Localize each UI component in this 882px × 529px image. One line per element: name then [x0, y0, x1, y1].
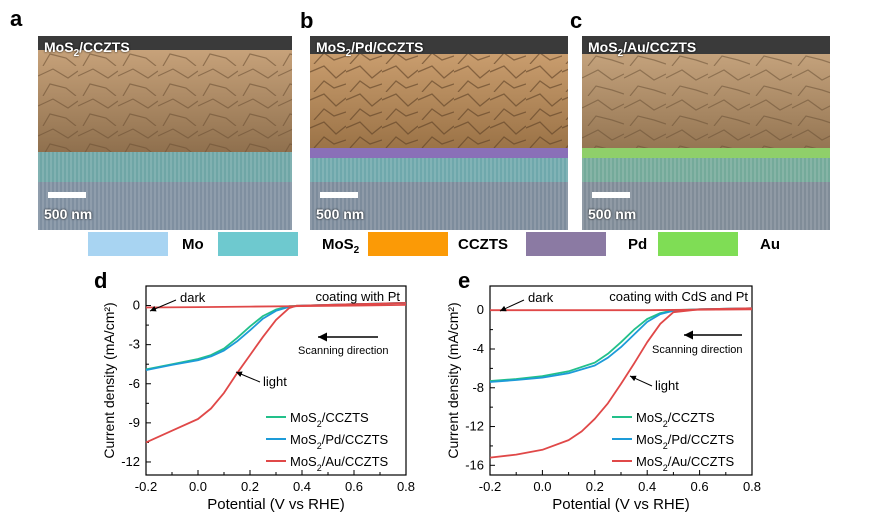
x-tick-label-d-2: 0.2	[241, 479, 259, 494]
legend-label-mo: Mo	[182, 236, 204, 253]
x-axis-label-e: Potential (V vs RHE)	[552, 496, 690, 513]
x-tick-label-d-4: 0.6	[345, 479, 363, 494]
legend-label-d-0: MoS2/CCZTS	[290, 410, 369, 429]
x-tick-label-d-5: 0.8	[397, 479, 415, 494]
legend-label-e-0: MoS2/CCZTS	[636, 410, 715, 429]
sem-image-a: MoS2/CCZTS 500 nm	[38, 36, 292, 230]
y-axis-label-e: Current density (mA/cm²)	[445, 302, 461, 458]
legend-swatch-mo	[88, 232, 168, 256]
legend-swatch-au	[658, 232, 738, 256]
sem-title-c: MoS2/Au/CCZTS	[588, 39, 697, 59]
dark-label-d: dark	[180, 290, 206, 305]
sem-layers-a	[38, 36, 292, 230]
y-tick-label-e-3: -12	[465, 419, 484, 434]
x-axis-label-d: Potential (V vs RHE)	[207, 496, 345, 513]
annotation-d: coating with Pt	[315, 289, 400, 304]
y-tick-label-d-3: -9	[128, 415, 140, 430]
scale-label-c: 500 nm	[588, 206, 637, 222]
sem-layers-b	[310, 36, 568, 230]
x-tick-label-e-1: 0.0	[533, 479, 551, 494]
dark-arrow-d	[149, 299, 177, 312]
legend-label-cczts: CCZTS	[458, 236, 508, 253]
x-tick-label-d-3: 0.4	[293, 479, 311, 494]
legend-label-mos2: MoS2	[322, 236, 360, 256]
y-axis-label-d: Current density (mA/cm²)	[101, 302, 117, 458]
sem-image-c: MoS2/Au/CCZTS 500 nm	[582, 36, 830, 230]
panel-letter-c: c	[570, 8, 583, 33]
scale-label-b: 500 nm	[316, 206, 365, 222]
x-tick-label-e-4: 0.6	[691, 479, 709, 494]
y-tick-label-d-2: -6	[128, 376, 140, 391]
legend-label-e-2: MoS2/Au/CCZTS	[636, 454, 735, 473]
scale-label-a: 500 nm	[44, 206, 93, 222]
scale-bar-b	[320, 192, 358, 198]
light-label-e: light	[655, 378, 679, 393]
y-tick-label-e-2: -8	[472, 380, 484, 395]
legend-swatch-cczts	[368, 232, 448, 256]
legend-label-pd: Pd	[628, 236, 648, 253]
legend-label-e-1: MoS2/Pd/CCZTS	[636, 432, 735, 451]
legend-swatch-mos2	[218, 232, 298, 256]
legend-swatch-pd	[526, 232, 606, 256]
x-tick-label-e-0: -0.2	[479, 479, 501, 494]
y-tick-label-e-1: -4	[472, 341, 484, 356]
x-tick-label-e-3: 0.4	[638, 479, 656, 494]
series-line-d-2	[145, 302, 407, 444]
scale-bar-a	[48, 192, 86, 198]
x-tick-label-d-0: -0.2	[135, 479, 157, 494]
layer-legend: Mo MoS2 CCZTS Pd Au	[0, 232, 882, 258]
panel-letter-d: d	[94, 268, 108, 293]
sem-image-b: MoS2/Pd/CCZTS 500 nm	[310, 36, 568, 230]
legend-label-au: Au	[760, 236, 780, 253]
sem-title-a: MoS2/CCZTS	[44, 39, 130, 59]
x-tick-label-d-1: 0.0	[189, 479, 207, 494]
scan-label-e: Scanning direction	[652, 344, 743, 356]
scan-label-d: Scanning direction	[298, 345, 389, 357]
annotation-e: coating with CdS and Pt	[609, 289, 748, 304]
y-tick-label-d-1: -3	[128, 337, 140, 352]
dark-label-e: dark	[528, 290, 554, 305]
dark-arrow-e	[499, 299, 525, 312]
legend-label-d-2: MoS2/Au/CCZTS	[290, 454, 389, 473]
light-arrow-d	[235, 371, 261, 383]
light-label-d: light	[263, 374, 287, 389]
y-tick-label-e-4: -16	[465, 457, 484, 472]
y-tick-label-d-4: -12	[121, 454, 140, 469]
x-tick-label-e-5: 0.8	[743, 479, 761, 494]
sem-title-b: MoS2/Pd/CCZTS	[316, 39, 424, 59]
sem-layers-c	[582, 36, 830, 230]
x-tick-label-e-2: 0.2	[586, 479, 604, 494]
series-line-e-3	[490, 308, 753, 312]
scale-bar-c	[592, 192, 630, 198]
y-tick-label-d-0: 0	[133, 298, 140, 313]
series-line-d-3	[145, 304, 407, 309]
y-tick-label-e-0: 0	[477, 302, 484, 317]
light-arrow-e	[629, 375, 653, 387]
series-line-d-0	[145, 302, 407, 371]
legend-label-d-1: MoS2/Pd/CCZTS	[290, 432, 389, 451]
panel-letter-e: e	[458, 268, 471, 293]
panel-letter-b: b	[300, 8, 314, 33]
panel-letter-a: a	[10, 6, 23, 31]
